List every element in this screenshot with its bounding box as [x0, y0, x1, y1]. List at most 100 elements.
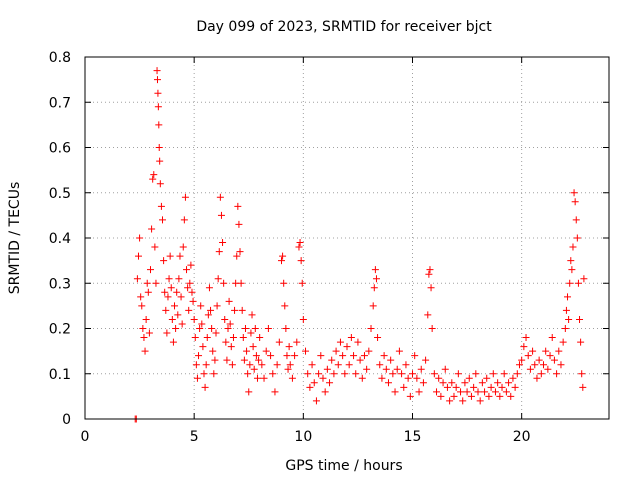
data-point [481, 388, 489, 396]
data-point [236, 248, 244, 256]
data-point [546, 352, 554, 360]
data-point [409, 370, 416, 378]
data-point [196, 325, 204, 332]
data-point [413, 374, 421, 382]
data-point [496, 392, 504, 400]
y-tick-label: 0.4 [49, 231, 71, 247]
data-point [360, 352, 368, 360]
data-point [452, 383, 460, 391]
data-point [205, 284, 213, 292]
data-point [280, 279, 288, 287]
data-point [296, 239, 304, 247]
data-point [279, 252, 287, 260]
data-point [553, 370, 561, 378]
data-point [574, 279, 582, 287]
data-point [153, 67, 161, 75]
data-point [425, 270, 433, 278]
data-point [371, 266, 379, 274]
data-point [269, 370, 277, 378]
data-point [142, 315, 150, 323]
data-point [326, 379, 334, 387]
data-point [167, 284, 175, 292]
data-point [239, 334, 247, 342]
data-point [178, 320, 186, 328]
data-point [358, 374, 366, 382]
data-point [472, 370, 480, 378]
data-point [389, 370, 397, 378]
data-point [245, 388, 253, 396]
data-point [161, 288, 169, 296]
data-point [253, 374, 261, 382]
data-point [202, 361, 210, 369]
y-tick-label: 0.3 [49, 276, 71, 292]
data-point [365, 347, 373, 355]
data-point [427, 284, 435, 292]
data-point [191, 334, 199, 342]
data-point [134, 252, 142, 260]
data-point [271, 388, 279, 396]
data-point [267, 352, 275, 360]
data-point [184, 284, 192, 292]
data-point [474, 388, 482, 396]
data-point [378, 374, 386, 382]
data-point [227, 343, 235, 351]
data-point [155, 121, 163, 129]
data-point [150, 171, 158, 179]
data-point [395, 347, 403, 355]
data-point [139, 325, 147, 332]
data-point [237, 279, 245, 287]
data-point [352, 370, 360, 378]
data-point [500, 370, 508, 378]
data-point [163, 329, 171, 337]
data-point [238, 306, 246, 314]
data-point [393, 365, 401, 373]
data-point [144, 288, 152, 296]
y-tick-label: 0.1 [49, 367, 71, 383]
data-point [153, 76, 161, 84]
data-point [306, 383, 314, 391]
data-point [203, 334, 211, 342]
data-point [415, 388, 423, 396]
data-point [491, 388, 499, 396]
data-point [148, 225, 156, 233]
data-point [370, 284, 378, 292]
data-point [156, 180, 164, 188]
data-point [363, 365, 371, 373]
data-point [526, 365, 534, 373]
data-point [572, 216, 580, 224]
data-point [189, 297, 197, 305]
data-point [293, 338, 301, 346]
data-point [428, 325, 436, 332]
data-point [568, 266, 576, 274]
data-point [288, 374, 296, 382]
data-point [544, 365, 552, 373]
data-point [211, 356, 219, 364]
data-point [180, 216, 188, 224]
data-point [476, 397, 484, 405]
data-point [332, 347, 340, 355]
data-point [190, 315, 198, 323]
data-point [505, 379, 513, 387]
y-tick-label: 0 [62, 412, 71, 428]
data-point [384, 379, 392, 387]
data-point [215, 248, 223, 256]
data-point [498, 383, 506, 391]
data-point [579, 383, 587, 391]
y-axis-title: SRMTID / TECUs [7, 182, 23, 295]
data-point [507, 392, 515, 400]
data-point [319, 374, 327, 382]
data-point [387, 356, 395, 364]
data-point [193, 374, 201, 382]
data-point [489, 370, 497, 378]
data-point [151, 243, 159, 251]
data-point [137, 293, 145, 301]
data-point [249, 343, 257, 351]
data-point [275, 338, 283, 346]
data-point [404, 374, 412, 382]
data-point [448, 379, 456, 387]
data-point [439, 379, 447, 387]
data-point [262, 347, 270, 355]
data-point [138, 302, 146, 310]
data-point [231, 306, 239, 314]
data-point [258, 361, 266, 369]
